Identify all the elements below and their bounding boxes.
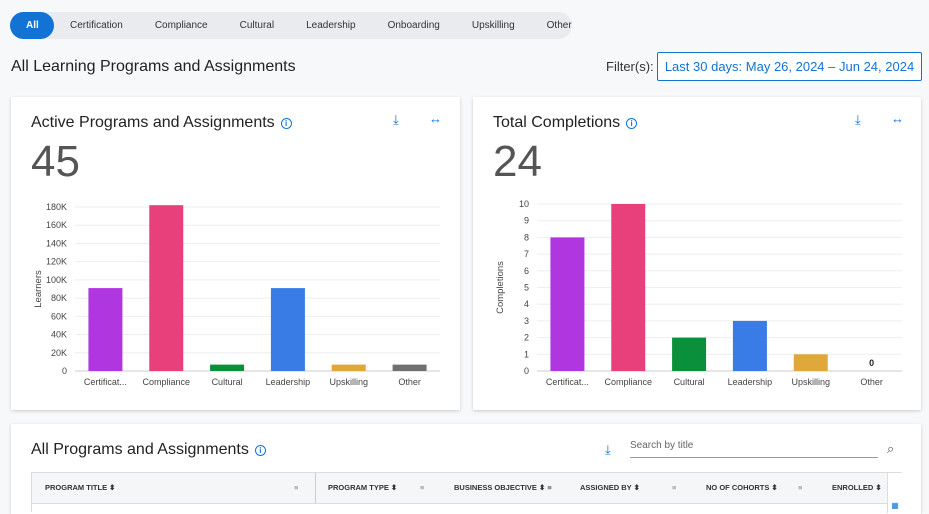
x-tick-label: Upskilling (329, 377, 368, 387)
tab-cultural[interactable]: Cultural (239, 20, 275, 31)
column-header[interactable]: PROGRAM TITLE ⬍ (45, 483, 116, 492)
bar-other (392, 364, 427, 371)
y-tick-label: 10 (519, 199, 529, 209)
bar-leadership (732, 320, 767, 371)
card-title: Total Completions i (493, 114, 638, 132)
download-icon[interactable]: ⤓ (605, 442, 611, 457)
search-icon[interactable]: ⌕ (887, 441, 895, 456)
card-title-text: Total Completions (493, 114, 621, 131)
x-tick-label: Other (860, 377, 883, 387)
total-value: 45 (31, 137, 80, 186)
y-tick-label: 180K (46, 202, 67, 212)
date-filter-button[interactable]: Last 30 days: May 26, 2024 – Jun 24, 202… (657, 52, 922, 81)
programs-table-card: All Programs and Assignments i ⤓ Search b… (11, 424, 921, 514)
y-tick-label: 5 (524, 283, 529, 293)
column-menu-icon[interactable]: ≡ (294, 483, 299, 492)
y-tick-label: 40K (51, 330, 67, 340)
y-tick-label: 8 (524, 232, 529, 242)
category-tabs: All Certification Compliance Cultural Le… (10, 12, 572, 39)
y-tick-label: 0 (62, 366, 67, 376)
bar-certificat (550, 237, 585, 371)
tab-leadership[interactable]: Leadership (306, 20, 356, 31)
x-tick-label: Upskilling (791, 377, 830, 387)
y-tick-label: 2 (524, 333, 529, 343)
x-tick-label: Other (398, 377, 421, 387)
filter-label: Filter(s): (606, 59, 654, 74)
search-input[interactable]: Search by title (630, 440, 878, 458)
tab-upskilling[interactable]: Upskilling (471, 20, 515, 31)
card-title-text: All Programs and Assignments (31, 441, 249, 458)
column-menu-icon[interactable]: ≡ (420, 483, 425, 492)
y-tick-label: 3 (524, 316, 529, 326)
bar-cultural (210, 364, 245, 371)
bar-leadership (270, 288, 305, 371)
y-tick-label: 0 (524, 366, 529, 376)
y-tick-label: 160K (46, 220, 67, 230)
y-tick-label: 140K (46, 238, 67, 248)
download-icon[interactable]: ⤓ (855, 112, 861, 127)
card-title: Active Programs and Assignments i (31, 114, 292, 132)
data-label: 0 (869, 358, 874, 368)
x-tick-label: Compliance (604, 377, 652, 387)
expand-icon[interactable]: ↔ (429, 111, 442, 126)
y-tick-label: 20K (51, 348, 67, 358)
bar-compliance (149, 205, 184, 371)
tab-onboarding[interactable]: Onboarding (387, 20, 440, 31)
tab-compliance[interactable]: Compliance (154, 20, 208, 31)
column-header[interactable]: ENROLLED ⬍ (832, 483, 882, 492)
column-menu-icon[interactable]: ≡ (798, 483, 803, 492)
column-menu-icon[interactable]: ≡ (672, 483, 677, 492)
info-icon[interactable]: i (626, 118, 638, 129)
total-value: 24 (493, 137, 542, 186)
programs-table: PROGRAM TITLE ⬍ ≡ PROGRAM TYPE ⬍ ≡ BUSIN… (31, 472, 902, 513)
columns-icon[interactable]: ▦ (887, 473, 902, 513)
y-tick-label: 7 (524, 249, 529, 259)
bar-chart: 0 20K 40K 60K 80K 100K 120K 140K 160K 180K Learner… (33, 202, 440, 387)
y-axis-label: Learners (33, 270, 44, 308)
active-programs-card: Active Programs and Assignments i ⤓ ↔ 45 … (11, 97, 460, 410)
info-icon[interactable]: i (254, 445, 266, 456)
x-tick-label: Certificat... (546, 377, 589, 387)
x-tick-label: Certificat... (84, 377, 127, 387)
column-header[interactable]: NO OF COHORTS ⬍ (706, 483, 778, 492)
y-axis-label: Completions (495, 261, 506, 314)
bar-cultural (672, 337, 707, 371)
card-title-text: Active Programs and Assignments (31, 114, 275, 131)
y-tick-label: 4 (524, 299, 529, 309)
y-tick-label: 100K (46, 275, 67, 285)
tab-other[interactable]: Other (546, 20, 572, 31)
column-header[interactable]: BUSINESS OBJECTIVE ⬍ ≡ (454, 483, 552, 492)
y-tick-label: 9 (524, 216, 529, 226)
y-tick-label: 1 (524, 349, 529, 359)
x-tick-label: Leadership (728, 377, 773, 387)
download-icon[interactable]: ⤓ (393, 112, 399, 127)
x-tick-label: Compliance (142, 377, 190, 387)
card-title: All Programs and Assignments i (31, 441, 266, 459)
total-completions-card: Total Completions i ⤓ ↔ 24 0 1 2 3 4 5 6 7 8 9 10 Co… (473, 97, 921, 410)
expand-icon[interactable]: ↔ (891, 111, 904, 126)
y-tick-label: 120K (46, 257, 67, 267)
bar-upskilling (793, 354, 828, 371)
x-tick-label: Cultural (674, 377, 705, 387)
x-tick-label: Cultural (212, 377, 243, 387)
info-icon[interactable]: i (280, 118, 292, 129)
tab-certification[interactable]: Certification (70, 20, 123, 31)
tab-all[interactable]: All (10, 12, 54, 39)
y-tick-label: 60K (51, 311, 67, 321)
page-title: All Learning Programs and Assignments (11, 58, 296, 75)
column-header[interactable]: ASSIGNED BY ⬍ (580, 483, 640, 492)
bar-chart: 0 1 2 3 4 5 6 7 8 9 10 Completions Certificat... Comp… (495, 199, 902, 387)
column-header[interactable]: PROGRAM TYPE ⬍ (328, 483, 398, 492)
bar-certificat (88, 288, 123, 371)
bar-compliance (611, 204, 646, 371)
bar-upskilling (331, 364, 366, 371)
y-tick-label: 6 (524, 266, 529, 276)
x-tick-label: Leadership (266, 377, 311, 387)
y-tick-label: 80K (51, 293, 67, 303)
